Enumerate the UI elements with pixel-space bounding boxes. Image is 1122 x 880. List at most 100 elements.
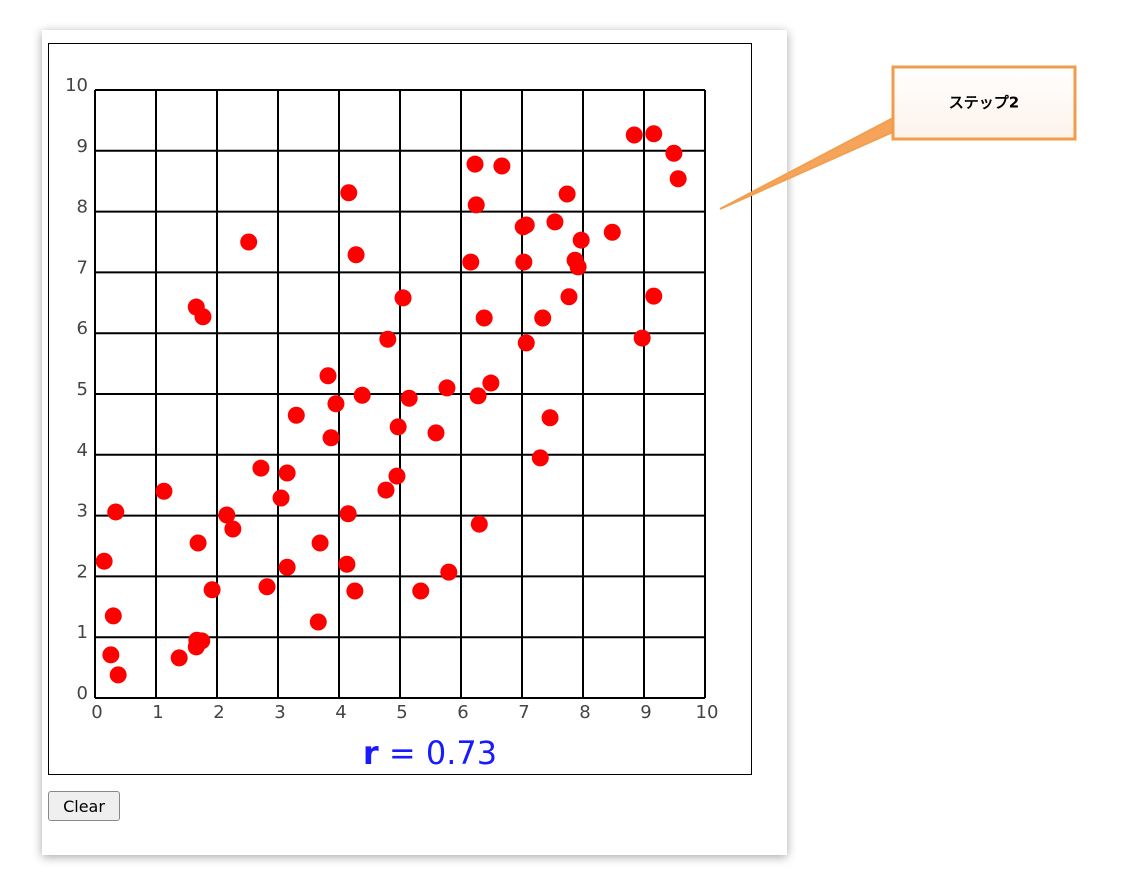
x-tick-label: 0	[91, 702, 102, 723]
x-tick-label: 1	[152, 702, 163, 723]
data-point	[482, 374, 500, 392]
data-point	[189, 534, 207, 552]
plot: 0 1 2 3 4 5 6 7 8 9 10 0 1 2 3 4 5 6 7 8 9 10	[65, 75, 718, 723]
y-tick-label: 1	[77, 622, 88, 643]
clear-button[interactable]: Clear	[48, 791, 120, 821]
data-point	[541, 409, 559, 427]
data-point	[338, 555, 356, 573]
data-point	[394, 289, 412, 307]
y-tick-label: 5	[77, 379, 88, 400]
x-tick-label: 10	[696, 702, 719, 723]
data-point	[669, 170, 687, 188]
data-point	[258, 578, 276, 596]
y-tick-label: 6	[77, 318, 88, 339]
data-point	[603, 223, 621, 241]
x-tick-label: 4	[335, 702, 346, 723]
y-tick-label: 4	[77, 440, 88, 461]
data-point	[218, 506, 236, 524]
data-point	[107, 503, 125, 521]
y-tick-label: 7	[77, 257, 88, 278]
data-point	[427, 424, 445, 442]
data-point	[517, 334, 535, 352]
data-point	[531, 449, 549, 467]
data-point	[155, 482, 173, 500]
data-point	[347, 246, 365, 264]
x-tick-label: 2	[213, 702, 224, 723]
data-point	[534, 309, 552, 327]
x-tick-label: 3	[274, 702, 285, 723]
data-point	[633, 329, 651, 347]
data-point	[104, 607, 122, 625]
data-point	[645, 287, 663, 305]
data-point	[412, 582, 430, 600]
data-point	[665, 144, 683, 162]
data-point	[287, 406, 305, 424]
data-point	[203, 581, 221, 599]
data-point	[462, 253, 480, 271]
data-point	[440, 563, 458, 581]
data-point	[560, 288, 578, 306]
data-point	[240, 233, 258, 251]
data-point	[625, 126, 643, 144]
data-point	[645, 125, 663, 143]
data-point	[346, 582, 364, 600]
data-point	[400, 389, 418, 407]
data-point	[493, 157, 511, 175]
data-point	[339, 505, 357, 523]
y-tick-label: 9	[77, 136, 88, 157]
y-tick-label: 3	[77, 501, 88, 522]
data-point	[558, 185, 576, 203]
data-point	[193, 632, 211, 650]
data-point	[109, 666, 127, 684]
data-point	[224, 520, 242, 538]
data-point	[278, 464, 296, 482]
callout-box	[891, 65, 1077, 141]
data-point	[438, 379, 456, 397]
r-symbol: r	[363, 734, 379, 772]
plot-frame	[48, 43, 752, 775]
panel	[42, 30, 787, 855]
data-point	[389, 418, 407, 436]
data-point	[353, 386, 371, 404]
data-point	[278, 558, 296, 576]
data-point	[322, 429, 340, 447]
y-tick-label: 10	[65, 75, 88, 96]
x-tick-label: 7	[518, 702, 529, 723]
data-point	[546, 213, 564, 231]
data-point	[319, 367, 337, 385]
data-point	[515, 253, 533, 271]
data-point	[469, 387, 487, 405]
data-point	[377, 481, 395, 499]
x-tick-label: 8	[579, 702, 590, 723]
data-point	[252, 459, 270, 477]
data-point	[572, 231, 590, 249]
data-point	[95, 552, 113, 570]
x-tick-label: 6	[457, 702, 468, 723]
y-tick-label: 0	[77, 683, 88, 704]
x-tick-label: 5	[396, 702, 407, 723]
r-annotation: r = 0.73	[363, 734, 497, 772]
r-value: = 0.73	[389, 734, 497, 772]
data-point	[102, 646, 120, 664]
data-point	[470, 515, 488, 533]
callout-text: ステップ2	[949, 94, 1019, 112]
data-point	[569, 258, 587, 276]
x-tick-label: 9	[640, 702, 651, 723]
data-point	[340, 184, 358, 202]
data-point	[467, 196, 485, 214]
data-point	[517, 216, 535, 234]
data-point	[309, 613, 327, 631]
data-point	[311, 534, 329, 552]
data-point	[194, 308, 212, 326]
data-point	[327, 395, 345, 413]
y-tick-label: 2	[77, 561, 88, 582]
data-point	[379, 330, 397, 348]
data-point	[272, 489, 290, 507]
data-point	[466, 155, 484, 173]
y-tick-label: 8	[77, 197, 88, 218]
data-point	[475, 309, 493, 327]
data-point	[388, 467, 406, 485]
data-point	[170, 649, 188, 667]
